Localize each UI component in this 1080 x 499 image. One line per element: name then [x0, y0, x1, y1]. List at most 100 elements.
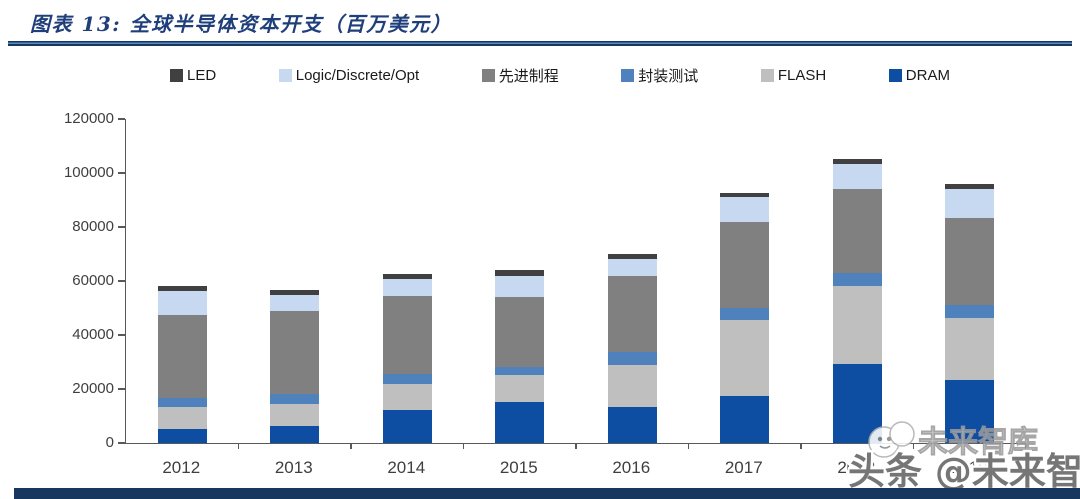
bar-segment-封装测试: [945, 305, 995, 318]
bar-segment-Logic/Discrete/Opt: [382, 278, 432, 297]
bar-segment-Logic/Discrete/Opt: [157, 291, 207, 315]
y-tick-label: 0: [105, 434, 114, 451]
bar-segment-FLASH: [270, 403, 320, 426]
bar-2018: [832, 119, 882, 443]
bar-segment-封装测试: [832, 272, 882, 287]
bar-segment-Logic/Discrete/Opt: [495, 275, 545, 297]
y-tick-label: 20000: [72, 380, 114, 397]
bar-2015: [495, 119, 545, 443]
bar-segment-先进制程: [945, 218, 995, 306]
x-tick-mark: [350, 443, 352, 449]
bar-segment-FLASH: [945, 318, 995, 380]
x-tick-label-2012: 2012: [162, 458, 201, 477]
legend-swatch-icon: [760, 68, 774, 82]
chart-legend: LED Logic/Discrete/Opt 先进制程 封装测试 FLASH DRAM: [170, 65, 950, 86]
bar-segment-LED: [157, 286, 207, 291]
x-tick-mark: [462, 443, 464, 449]
bar-segment-LED: [945, 183, 995, 189]
x-tick-mark: [575, 443, 577, 449]
bar-segment-封装测试: [607, 352, 657, 366]
legend-label: LED: [187, 66, 217, 84]
legend-item-DRAM[interactable]: DRAM: [888, 66, 950, 84]
legend-swatch-icon: [278, 68, 292, 82]
x-tick-label-2017: 2017: [724, 458, 763, 477]
legend-item-FLASH[interactable]: FLASH: [760, 66, 827, 84]
bottom-banner: [14, 488, 1080, 499]
bar-2016: [607, 119, 657, 443]
y-tick-label: 60000: [72, 272, 114, 289]
bar-segment-FLASH: [832, 286, 882, 365]
y-tick-label: 100000: [63, 164, 114, 181]
legend-label: DRAM: [905, 66, 950, 84]
y-tick-label: 120000: [63, 110, 114, 127]
bar-segment-DRAM: [270, 426, 320, 443]
bar-segment-FLASH: [157, 406, 207, 429]
x-tick-mark: [800, 443, 802, 449]
y-tick-label: 80000: [72, 218, 114, 235]
bar-segment-FLASH: [720, 320, 770, 397]
legend-label: Logic/Discrete/Opt: [295, 66, 420, 84]
legend-label: 封装测试: [638, 67, 699, 85]
bar-2019: [945, 119, 995, 443]
bar-segment-LED: [607, 253, 657, 259]
bar-segment-先进制程: [495, 296, 545, 367]
bar-segment-先进制程: [157, 314, 207, 398]
plot-area: [125, 119, 1026, 444]
bar-segment-DRAM: [945, 379, 995, 443]
y-tick-mark: [118, 280, 125, 282]
bar-segment-DRAM: [832, 364, 882, 443]
x-tick-label-2014: 2014: [387, 458, 426, 477]
x-tick-mark: [237, 443, 239, 449]
y-tick-label: 40000: [72, 326, 114, 343]
x-tick-mark: [912, 443, 914, 449]
x-tick-mark: [1025, 443, 1027, 449]
bar-segment-LED: [270, 290, 320, 295]
bar-segment-封装测试: [382, 374, 432, 385]
bar-segment-先进制程: [832, 189, 882, 273]
legend-label: FLASH: [777, 66, 827, 84]
x-tick-mark: [687, 443, 689, 449]
bar-segment-先进制程: [720, 221, 770, 308]
y-tick-mark: [118, 442, 125, 444]
title-divider: [8, 41, 1072, 46]
y-tick-mark: [118, 226, 125, 228]
bar-segment-先进制程: [382, 296, 432, 375]
legend-item-封装测试[interactable]: 封装测试: [621, 65, 698, 86]
bar-2017: [720, 119, 770, 443]
bar-segment-封装测试: [720, 308, 770, 321]
legend-item-LED[interactable]: LED: [170, 67, 216, 84]
bar-segment-LED: [495, 270, 545, 276]
x-tick-label-2015: 2015: [499, 458, 538, 477]
y-tick-mark: [118, 388, 125, 390]
bar-segment-FLASH: [495, 375, 545, 402]
legend-swatch-icon: [481, 68, 495, 82]
bar-segment-FLASH: [382, 384, 432, 410]
bar-segment-DRAM: [382, 409, 432, 443]
bar-2014: [382, 119, 432, 443]
bar-segment-FLASH: [607, 365, 657, 408]
bar-2012: [157, 119, 207, 443]
legend-swatch-icon: [621, 68, 635, 82]
bar-2013: [270, 119, 320, 443]
legend-item-先进制程[interactable]: 先进制程: [481, 65, 559, 86]
bar-segment-封装测试: [270, 394, 320, 404]
bar-segment-LED: [382, 273, 432, 279]
bar-segment-封装测试: [495, 366, 545, 376]
bar-segment-先进制程: [270, 311, 320, 395]
bar-segment-Logic/Discrete/Opt: [607, 258, 657, 277]
bar-segment-封装测试: [157, 397, 207, 407]
bar-segment-DRAM: [720, 396, 770, 443]
bar-segment-Logic/Discrete/Opt: [832, 164, 882, 190]
bar-segment-Logic/Discrete/Opt: [720, 197, 770, 222]
legend-label: 先进制程: [498, 67, 559, 85]
y-tick-mark: [118, 334, 125, 336]
figure-title: 图表 13: 全球半导体资本开支（百万美元）: [30, 12, 453, 36]
x-tick-label-2018: 2018: [837, 458, 876, 477]
x-tick-label-2016: 2016: [612, 458, 651, 477]
bar-segment-Logic/Discrete/Opt: [270, 294, 320, 312]
legend-item-Logic/Discrete/Opt[interactable]: Logic/Discrete/Opt: [278, 66, 420, 84]
legend-swatch-icon: [888, 68, 902, 82]
bar-segment-LED: [832, 159, 882, 165]
bar-segment-DRAM: [607, 407, 657, 443]
legend-swatch-icon: [170, 68, 183, 82]
